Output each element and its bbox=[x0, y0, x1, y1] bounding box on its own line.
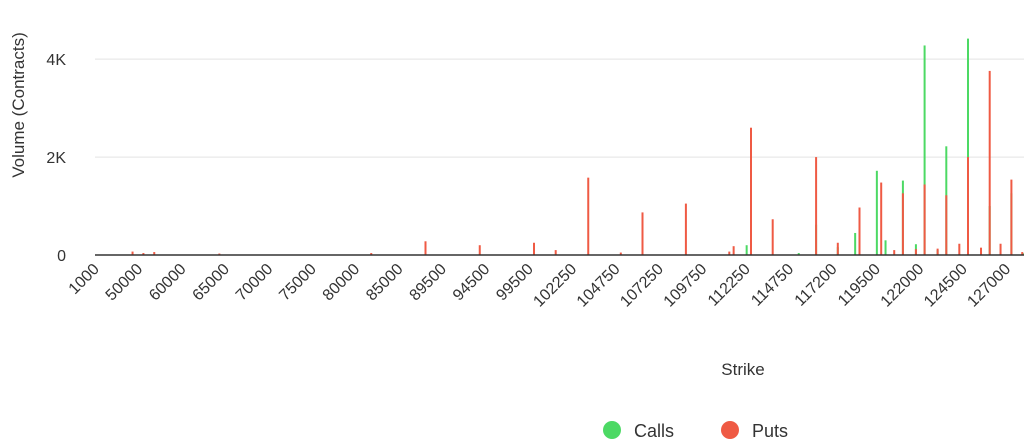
puts-bar bbox=[958, 243, 961, 255]
x-axis-ticks: 1000 50000 60000 65000 70000 75000 80000 85000 8… bbox=[66, 261, 1015, 311]
puts-bar bbox=[858, 207, 861, 255]
x-tick-label: 124500 bbox=[921, 261, 971, 311]
y-tick-label: 0 bbox=[57, 248, 66, 265]
x-tick-label: 94500 bbox=[450, 261, 494, 305]
puts-bar bbox=[771, 219, 774, 255]
x-tick-label: 104750 bbox=[574, 261, 624, 311]
puts-bar bbox=[815, 157, 818, 255]
y-tick-label: 2K bbox=[46, 150, 66, 167]
puts-bar bbox=[370, 253, 373, 255]
puts-bar bbox=[914, 249, 917, 255]
x-tick-label: 114750 bbox=[748, 261, 797, 310]
puts-bar bbox=[999, 243, 1002, 255]
x-tick-label: 1000 bbox=[66, 261, 103, 298]
x-tick-label: 112250 bbox=[705, 261, 754, 310]
x-tick-label: 89500 bbox=[407, 261, 451, 305]
puts-bar bbox=[1010, 179, 1013, 255]
legend: Calls Puts bbox=[603, 421, 788, 441]
puts-bar bbox=[153, 252, 156, 255]
puts-bar bbox=[684, 203, 687, 255]
calls-bar bbox=[797, 253, 800, 255]
puts-bar bbox=[554, 250, 557, 255]
x-tick-label: 107250 bbox=[617, 261, 667, 311]
x-tick-label: 117200 bbox=[792, 261, 841, 310]
calls-bar bbox=[923, 45, 926, 256]
x-tick-label: 127000 bbox=[964, 261, 1014, 311]
calls-bar bbox=[875, 170, 878, 255]
puts-bar bbox=[641, 212, 644, 255]
x-tick-label: 119500 bbox=[835, 261, 884, 310]
puts-bar bbox=[988, 70, 991, 256]
puts-bar bbox=[587, 177, 590, 255]
calls-bar bbox=[745, 245, 748, 255]
puts-bar bbox=[732, 246, 735, 255]
puts-bar bbox=[880, 182, 883, 255]
puts-bar bbox=[936, 248, 939, 255]
bars bbox=[131, 38, 1024, 256]
calls-legend-marker[interactable] bbox=[603, 421, 621, 439]
puts-bar bbox=[893, 250, 896, 255]
x-tick-label: 102250 bbox=[530, 261, 580, 311]
puts-bar bbox=[901, 193, 904, 255]
x-tick-label: 50000 bbox=[103, 261, 147, 305]
gridlines bbox=[95, 58, 1024, 158]
puts-bar bbox=[533, 242, 535, 255]
x-tick-label: 122000 bbox=[878, 261, 928, 311]
puts-bar bbox=[980, 247, 983, 255]
puts-legend-label[interactable]: Puts bbox=[752, 421, 788, 441]
puts-bar bbox=[967, 157, 969, 255]
puts-bar bbox=[619, 252, 622, 255]
puts-bar bbox=[424, 241, 427, 255]
x-tick-label: 80000 bbox=[320, 261, 364, 305]
x-tick-label: 60000 bbox=[146, 261, 190, 305]
y-axis-title: Volume (Contracts) bbox=[9, 32, 28, 178]
puts-bar bbox=[478, 245, 481, 255]
puts-bar bbox=[945, 195, 948, 255]
x-tick-label: 85000 bbox=[363, 261, 407, 305]
puts-legend-marker[interactable] bbox=[721, 421, 739, 439]
puts-bar bbox=[1021, 252, 1024, 255]
x-tick-label: 109750 bbox=[661, 261, 711, 311]
puts-bar bbox=[750, 127, 752, 255]
x-axis-title: Strike bbox=[721, 360, 764, 379]
x-tick-label: 75000 bbox=[276, 261, 320, 305]
calls-bar bbox=[967, 38, 969, 255]
y-tick-label: 4K bbox=[46, 52, 66, 69]
x-tick-label: 65000 bbox=[190, 261, 234, 305]
calls-bar bbox=[854, 232, 857, 255]
y-axis-ticks: 0 2K 4K bbox=[46, 52, 66, 265]
puts-bar bbox=[131, 251, 134, 255]
x-tick-label: 70000 bbox=[233, 261, 277, 305]
puts-bar bbox=[923, 184, 926, 255]
puts-bar bbox=[836, 242, 839, 255]
puts-bar bbox=[728, 251, 731, 255]
calls-bar bbox=[884, 240, 887, 255]
puts-bar bbox=[142, 253, 145, 255]
calls-legend-label[interactable]: Calls bbox=[634, 421, 674, 441]
